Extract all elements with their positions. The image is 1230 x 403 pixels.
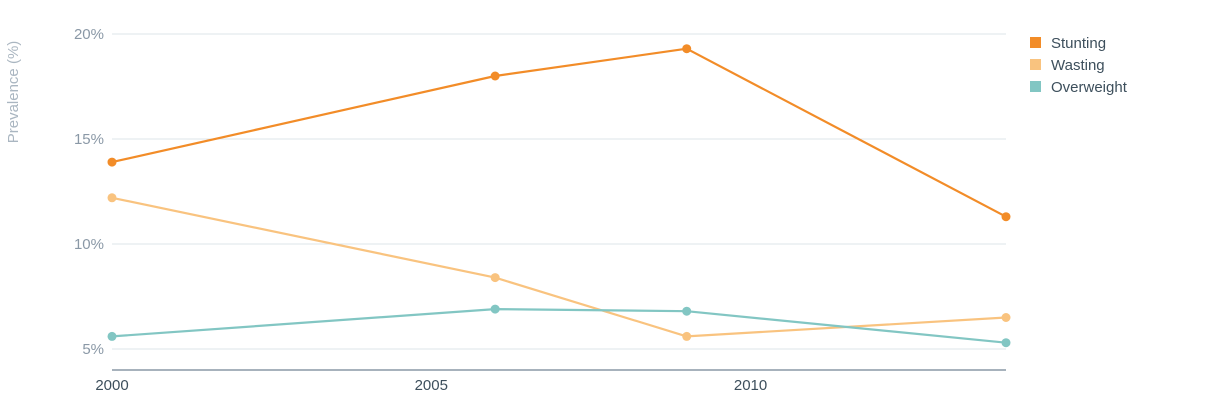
series-line-overweight [111, 308, 1007, 344]
data-point-overweight[interactable] [107, 331, 117, 341]
x-tick-label: 2000 [95, 377, 128, 394]
y-tick-label: 15% [74, 131, 104, 148]
data-point-wasting[interactable] [1001, 313, 1011, 322]
data-point-overweight[interactable] [490, 304, 500, 314]
data-point-stunting[interactable] [490, 71, 500, 81]
data-point-wasting[interactable] [682, 331, 692, 341]
series-line-wasting [111, 196, 1007, 338]
data-point-wasting[interactable] [490, 273, 500, 283]
y-tick-label: 10% [74, 236, 104, 253]
x-axis: 2000 2005 2010 [95, 369, 1006, 394]
data-point-wasting[interactable] [107, 193, 117, 203]
legend-swatch-wasting [1030, 59, 1041, 70]
data-point-overweight[interactable] [1001, 338, 1011, 348]
legend-label-stunting[interactable]: Stunting [1051, 35, 1106, 52]
y-axis-ticks: 5% 10% 15% 20% [74, 26, 104, 358]
y-tick-label: 20% [74, 26, 104, 43]
legend-swatch-overweight [1030, 81, 1041, 92]
legend-label-wasting[interactable]: Wasting [1051, 57, 1105, 74]
legend-label-overweight[interactable]: Overweight [1051, 79, 1128, 96]
legend-swatch-stunting [1030, 37, 1041, 48]
series-line-stunting [111, 47, 1007, 218]
series-layer [107, 44, 1011, 348]
series-overweight [107, 304, 1011, 348]
legend: Stunting Wasting Overweight [1030, 35, 1128, 96]
series-wasting [107, 193, 1011, 341]
y-axis-label: Prevalence (%) [5, 41, 22, 144]
data-point-stunting[interactable] [682, 44, 692, 54]
x-tick-label: 2005 [415, 377, 448, 394]
data-point-overweight[interactable] [682, 306, 692, 316]
series-stunting [107, 44, 1011, 222]
grid-lines [112, 33, 1006, 350]
y-tick-label: 5% [82, 341, 104, 358]
data-point-stunting[interactable] [1001, 212, 1011, 222]
x-tick-label: 2010 [734, 377, 767, 394]
data-point-stunting[interactable] [107, 157, 117, 167]
